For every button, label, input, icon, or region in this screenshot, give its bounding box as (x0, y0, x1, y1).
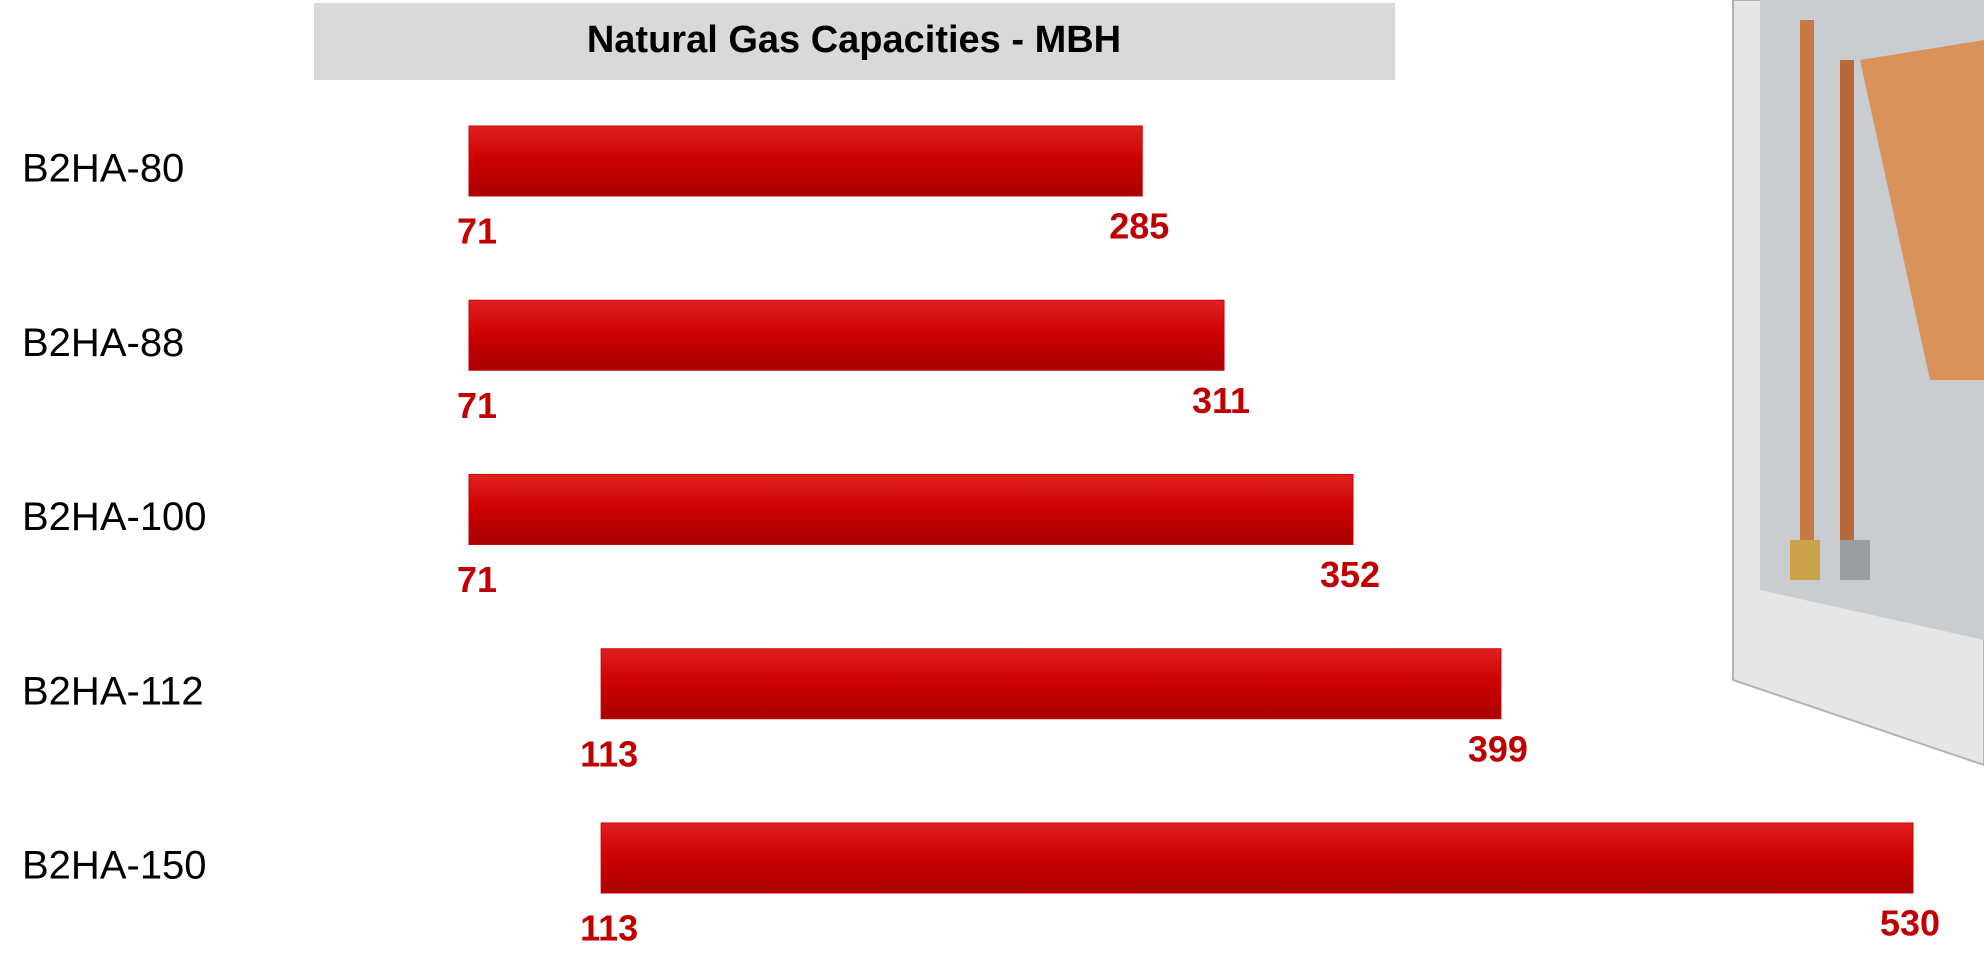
high-label: 530 (1880, 903, 1940, 944)
bar (469, 475, 1353, 545)
chart: Natural Gas Capacities - MBH B2HA-80 71 28… (0, 0, 1984, 953)
boiler-illustration (1733, 0, 1984, 765)
page: Natural Gas Capacities - MBH B2HA-80 71 28… (0, 0, 1984, 953)
bar (469, 126, 1142, 196)
high-label: 352 (1320, 554, 1380, 595)
bar (469, 300, 1224, 370)
high-label: 285 (1109, 206, 1169, 247)
low-label: 71 (457, 559, 497, 600)
low-label: 113 (580, 908, 638, 949)
bar (601, 823, 1913, 893)
low-label: 113 (580, 733, 638, 774)
bar (601, 649, 1501, 719)
category-label: B2HA-88 (22, 321, 184, 365)
high-label: 311 (1192, 380, 1250, 421)
low-label: 71 (457, 385, 497, 426)
category-label: B2HA-80 (22, 147, 184, 191)
category-label: B2HA-100 (22, 495, 207, 539)
high-label: 399 (1468, 728, 1528, 769)
category-label: B2HA-150 (22, 844, 207, 888)
chart-title: Natural Gas Capacities - MBH (587, 19, 1121, 61)
low-label: 71 (457, 211, 497, 252)
category-label: B2HA-112 (22, 669, 204, 713)
